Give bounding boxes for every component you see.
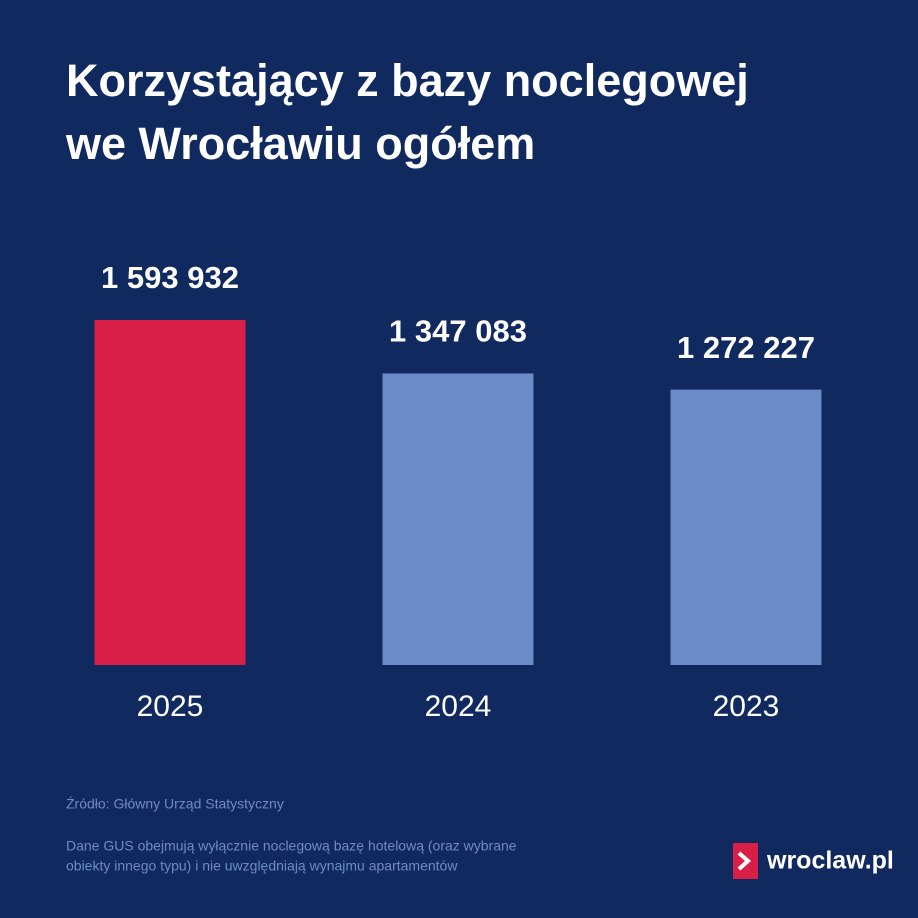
- note: Dane GUS obejmują wyłącznie noclegową ba…: [66, 838, 517, 854]
- note: obiekty innego typu) i nie uwzględniają …: [66, 858, 458, 874]
- value-label: 1 593 932: [101, 260, 239, 295]
- source: Źródło: Główny Urząd Statystyczny: [66, 796, 284, 812]
- bar: [94, 320, 246, 665]
- value-label: 1 347 083: [389, 314, 527, 349]
- bar: [670, 389, 822, 665]
- chart-title: we Wrocławiu ogółem: [65, 118, 535, 169]
- logo: wroclaw.pl: [733, 843, 894, 879]
- logo-chevron: [737, 851, 752, 871]
- x-tick-label: 2024: [425, 690, 492, 723]
- value-label: 1 272 227: [677, 330, 815, 365]
- x-tick-label: 2025: [137, 690, 204, 723]
- chart-title: Korzystający z bazy noclegowej: [66, 55, 749, 106]
- bar: [382, 373, 534, 665]
- logo-text: wroclaw.pl: [766, 847, 894, 875]
- x-tick-label: 2023: [713, 690, 780, 723]
